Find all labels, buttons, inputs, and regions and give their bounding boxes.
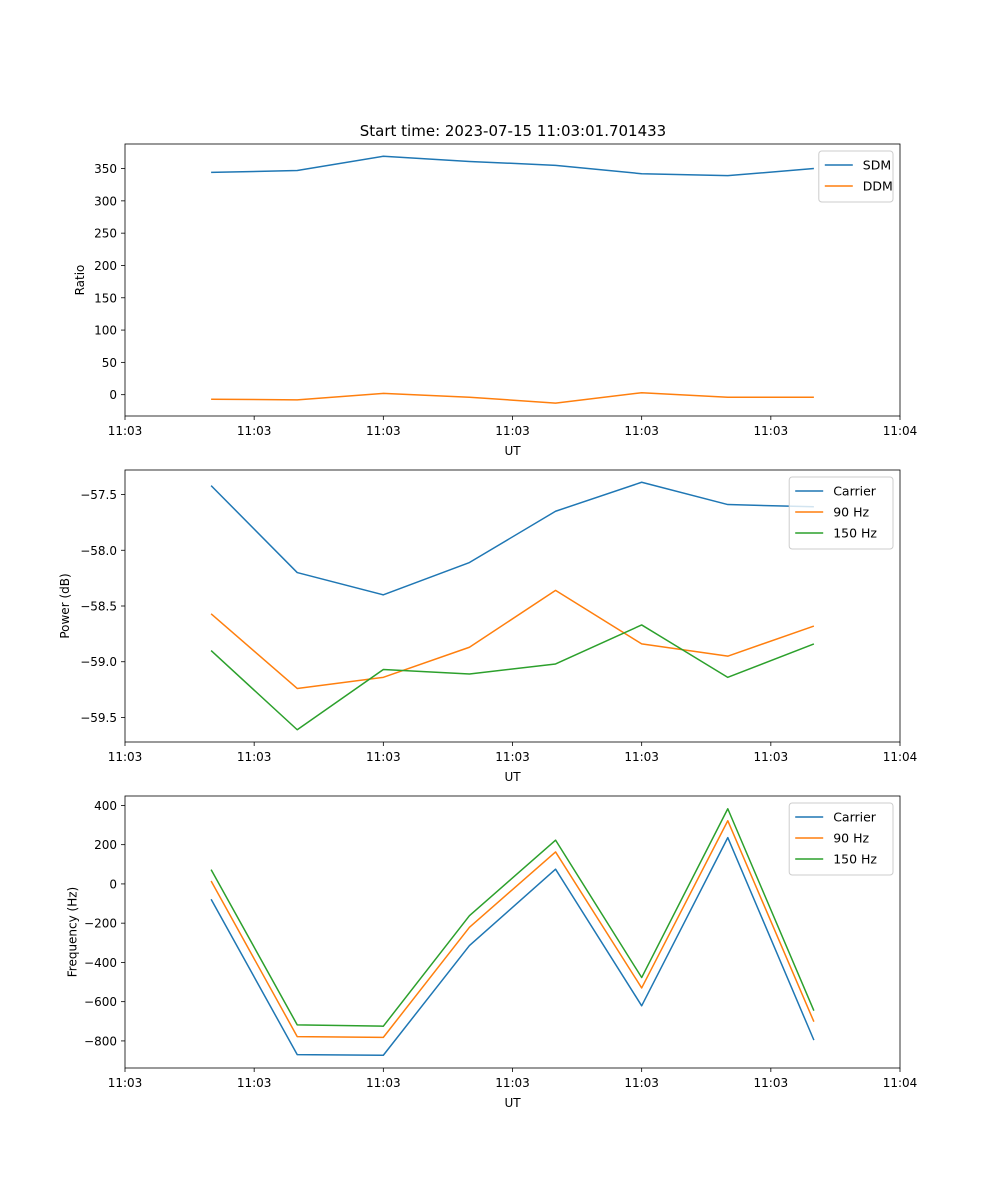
figure-title: Start time: 2023-07-15 11:03:01.701433: [360, 122, 666, 140]
y-tick-label: 350: [94, 162, 117, 176]
x-tick-label: 11:03: [237, 1076, 272, 1090]
y-tick-label: 0: [109, 388, 117, 402]
x-tick-label: 11:03: [754, 424, 789, 438]
x-tick-label: 11:03: [108, 424, 143, 438]
series-line-90-hz: [210, 819, 815, 1039]
y-tick-label: 150: [94, 291, 117, 305]
chart-panels: 11:03 11:03 11:03 11:03 11:03 11:03 11:04 0 50 10…: [58, 143, 918, 1110]
x-tick-label: 11:03: [754, 1076, 789, 1090]
x-tick-label: 11:03: [624, 750, 659, 764]
legend-label: Carrier: [833, 810, 877, 825]
x-tick-label: 11:03: [495, 1076, 530, 1090]
y-tick-label: 300: [94, 194, 117, 208]
series-line-150-hz: [210, 808, 815, 1027]
x-tick-label: 11:04: [883, 750, 918, 764]
legend-label: DDM: [863, 179, 893, 194]
x-axis-label: UT: [504, 1096, 521, 1110]
x-axis-label: UT: [504, 770, 521, 784]
x-tick-label: 11:04: [883, 1076, 918, 1090]
legend: Carrier 90 Hz 150 Hz: [788, 476, 894, 550]
y-tick-label: −800: [84, 1034, 117, 1048]
series-line-carrier: [210, 481, 814, 596]
y-tick-label: 100: [94, 324, 117, 338]
x-tick-label: 11:03: [366, 1076, 401, 1090]
x-tick-label: 11:03: [366, 750, 401, 764]
legend-label: 90 Hz: [833, 831, 869, 846]
y-tick-label: −58.5: [80, 600, 117, 614]
y-tick-label: −58.0: [80, 544, 117, 558]
y-tick-label: −600: [84, 995, 117, 1009]
x-tick-label: 11:03: [108, 750, 143, 764]
x-tick-label: 11:03: [108, 1076, 143, 1090]
y-tick-label: 250: [94, 227, 117, 241]
series-line-ddm: [211, 391, 814, 404]
x-tick-label: 11:03: [495, 750, 530, 764]
legend: Carrier 90 Hz 150 Hz: [788, 802, 894, 876]
plot-frame: [124, 143, 901, 417]
legend-label: SDM: [863, 158, 891, 173]
legend: SDM DDM: [818, 150, 894, 203]
x-tick-label: 11:03: [754, 750, 789, 764]
series-line-carrier: [210, 836, 815, 1056]
x-tick-label: 11:03: [624, 1076, 659, 1090]
legend-label: 90 Hz: [833, 505, 869, 520]
chart-panel-1: 11:03 11:03 11:03 11:03 11:03 11:03 11:04 0 50 10…: [73, 143, 918, 458]
legend-label: 150 Hz: [833, 852, 877, 867]
legend-box: [818, 150, 894, 203]
x-tick-label: 11:03: [495, 424, 530, 438]
chart-panel-2: 11:03 11:03 11:03 11:03 11:03 11:03 11:04 −59.5…: [58, 469, 918, 784]
y-tick-label: 400: [94, 799, 117, 813]
x-tick-label: 11:04: [883, 424, 918, 438]
x-tick-label: 11:03: [624, 424, 659, 438]
y-tick-label: −59.5: [80, 711, 117, 725]
series-line-sdm: [211, 155, 814, 177]
x-tick-label: 11:03: [366, 424, 401, 438]
y-tick-label: 200: [94, 259, 117, 273]
y-tick-label: −400: [84, 956, 117, 970]
y-axis-label: Ratio: [73, 265, 87, 296]
legend-box: [788, 476, 894, 550]
series-line-90-hz: [210, 589, 815, 690]
x-tick-label: 11:03: [237, 750, 272, 764]
x-axis-label: UT: [504, 444, 521, 458]
x-tick-label: 11:03: [237, 424, 272, 438]
y-tick-label: 200: [94, 838, 117, 852]
y-tick-label: −57.5: [80, 488, 117, 502]
y-axis-label: Frequency (Hz): [66, 887, 80, 978]
y-tick-label: 0: [109, 877, 117, 891]
legend-label: 150 Hz: [833, 526, 877, 541]
y-tick-label: −59.0: [80, 655, 117, 669]
series-line-150-hz: [210, 624, 815, 731]
chart-panel-3: 11:03 11:03 11:03 11:03 11:03 11:03 11:04 −800 −…: [66, 795, 918, 1110]
legend-label: Carrier: [833, 484, 877, 499]
y-tick-label: 50: [102, 356, 117, 370]
y-axis-label: Power (dB): [58, 573, 72, 638]
plot-frame: [124, 795, 901, 1069]
plot-frame: [124, 469, 901, 743]
legend-box: [788, 802, 894, 876]
y-tick-label: −200: [84, 917, 117, 931]
